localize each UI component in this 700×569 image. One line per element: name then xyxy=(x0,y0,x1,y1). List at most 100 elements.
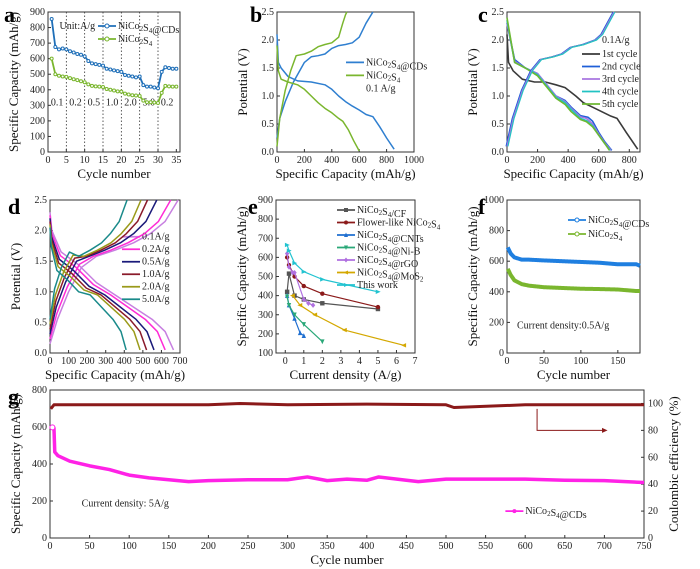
y-tick-label: 800 xyxy=(30,23,45,34)
y-tick-label: 0.0 xyxy=(262,147,275,158)
y-tick-label: 900 xyxy=(30,7,45,18)
axis-arrow xyxy=(536,408,605,431)
data-point xyxy=(152,85,157,90)
label-part: S xyxy=(143,23,149,34)
y-tick-label: 2.0 xyxy=(35,226,48,237)
y-tick-label: 900 xyxy=(258,195,273,206)
data-point xyxy=(286,248,292,253)
legend-title: 0.1A/g xyxy=(602,35,630,46)
y-tick-label: 1.0 xyxy=(492,91,505,102)
x-tick-label: 650 xyxy=(557,541,572,552)
panel-label: a xyxy=(4,2,15,27)
data-point xyxy=(97,62,102,67)
legend-label: 2nd cycle xyxy=(602,62,641,73)
legend-label: NiCo2S4@CDs xyxy=(525,506,586,521)
panel-a: a 0 5 10 15 20 25 30 35 0 100 200 300 400 500 600 700 800… xyxy=(4,2,181,181)
data-point xyxy=(123,91,127,96)
data-point xyxy=(112,68,116,73)
x-tick-label: 250 xyxy=(241,541,256,552)
y-tick-label: 700 xyxy=(30,38,45,49)
data-point xyxy=(320,291,325,296)
label-part: NiCo xyxy=(588,229,610,240)
label-part: 0.1A/g xyxy=(142,232,170,243)
y-tick-label: 2.0 xyxy=(262,35,275,46)
series-NiCo2S4 xyxy=(505,267,642,294)
y-tick-label: 0.0 xyxy=(492,147,505,158)
series-NiCo2S4@CDs-discharge xyxy=(276,34,395,150)
x-tick-label: 1 xyxy=(301,356,306,367)
label-part: 4 xyxy=(388,249,392,257)
data-point xyxy=(60,74,65,79)
y-tick-label: 600 xyxy=(30,54,45,65)
data-point xyxy=(134,75,138,80)
panel-label: b xyxy=(250,2,262,27)
data-point xyxy=(130,93,135,98)
x-tick-label: 15 xyxy=(98,155,108,166)
x-tick-label: 20 xyxy=(116,155,126,166)
label-part: NiCo xyxy=(357,243,379,254)
y-tick-label: 400 xyxy=(32,459,47,470)
legend-label: 0.2A/g xyxy=(142,244,170,255)
y-tick-label: 400 xyxy=(30,85,45,96)
plot-frame xyxy=(506,11,641,153)
current-density-annotation: Current density: 5A/g xyxy=(82,499,169,510)
y-axis-label: Specific Capacity (mAh/g) xyxy=(234,206,249,346)
label-part: 2nd cycle xyxy=(602,62,641,73)
label-part: 2 xyxy=(547,510,551,518)
x-axis-label: Specific Capacity (mAh/g) xyxy=(503,166,643,181)
series-capacity xyxy=(50,425,645,485)
panel-label: c xyxy=(478,2,488,27)
data-point xyxy=(167,84,171,89)
panel-b: b 0 200 400 600 800 1000 0.0 0.5 1.0 1.5 2.0 2.5 Spec… xyxy=(235,2,427,181)
panel-c: c 0 200 400 600 800 0.0 0.5 1.0 1.5 2.0 2.5 Specific… xyxy=(465,2,644,181)
x-tick-label: 500 xyxy=(439,541,454,552)
legend-label: 1st cycle xyxy=(602,49,638,60)
x-tick-label: 200 xyxy=(201,541,216,552)
data-point xyxy=(49,17,54,21)
label-part: 4 xyxy=(388,261,392,269)
y2-tick-label: 80 xyxy=(648,425,658,436)
data-point xyxy=(301,269,307,274)
data-point xyxy=(71,50,76,55)
data-point xyxy=(286,264,292,270)
label-part: 2 xyxy=(140,38,144,46)
x-tick-label: 25 xyxy=(135,155,145,166)
data-point xyxy=(343,270,348,275)
label-part: 5th cycle xyxy=(602,99,639,110)
x-tick-label: 30 xyxy=(153,155,163,166)
series-charge xyxy=(49,199,158,335)
y-tick-label: 1.0 xyxy=(262,91,275,102)
x-tick-label: 10 xyxy=(80,155,90,166)
data-point xyxy=(104,23,110,29)
label-part: 2 xyxy=(428,222,432,230)
series-line xyxy=(286,296,323,342)
legend-label: 1.0A/g xyxy=(142,269,170,280)
x-tick-label: 35 xyxy=(171,155,181,166)
x-tick-label: 6 xyxy=(394,356,399,367)
data-point xyxy=(174,66,179,71)
label-part: @CDs xyxy=(152,25,179,36)
data-point xyxy=(141,83,146,88)
series-discharge xyxy=(49,215,166,351)
data-point xyxy=(301,283,306,289)
label-part: Flower-like NiCo xyxy=(357,218,428,229)
label-part: S xyxy=(391,72,397,83)
data-point xyxy=(320,301,325,306)
y-tick-label: 1.5 xyxy=(35,256,48,267)
legend-label: NiCo2S4/CF xyxy=(357,205,407,220)
data-point xyxy=(301,296,306,303)
x-tick-label: 5 xyxy=(375,356,380,367)
y-tick-label: 2.5 xyxy=(35,195,48,206)
data-point xyxy=(289,293,295,298)
rate-label: 0.1 xyxy=(51,97,64,108)
legend-label: NiCo2S4@Ni-B xyxy=(357,243,421,258)
label-part: 4 xyxy=(397,76,401,84)
data-point xyxy=(344,245,348,250)
label-part: NiCo xyxy=(357,205,379,216)
series-NiCo2S4-discharge xyxy=(276,45,360,152)
x-tick-label: 450 xyxy=(399,541,414,552)
x-tick-label: 150 xyxy=(610,356,625,367)
series-discharge xyxy=(49,212,175,351)
label-part: 2 xyxy=(610,219,614,227)
